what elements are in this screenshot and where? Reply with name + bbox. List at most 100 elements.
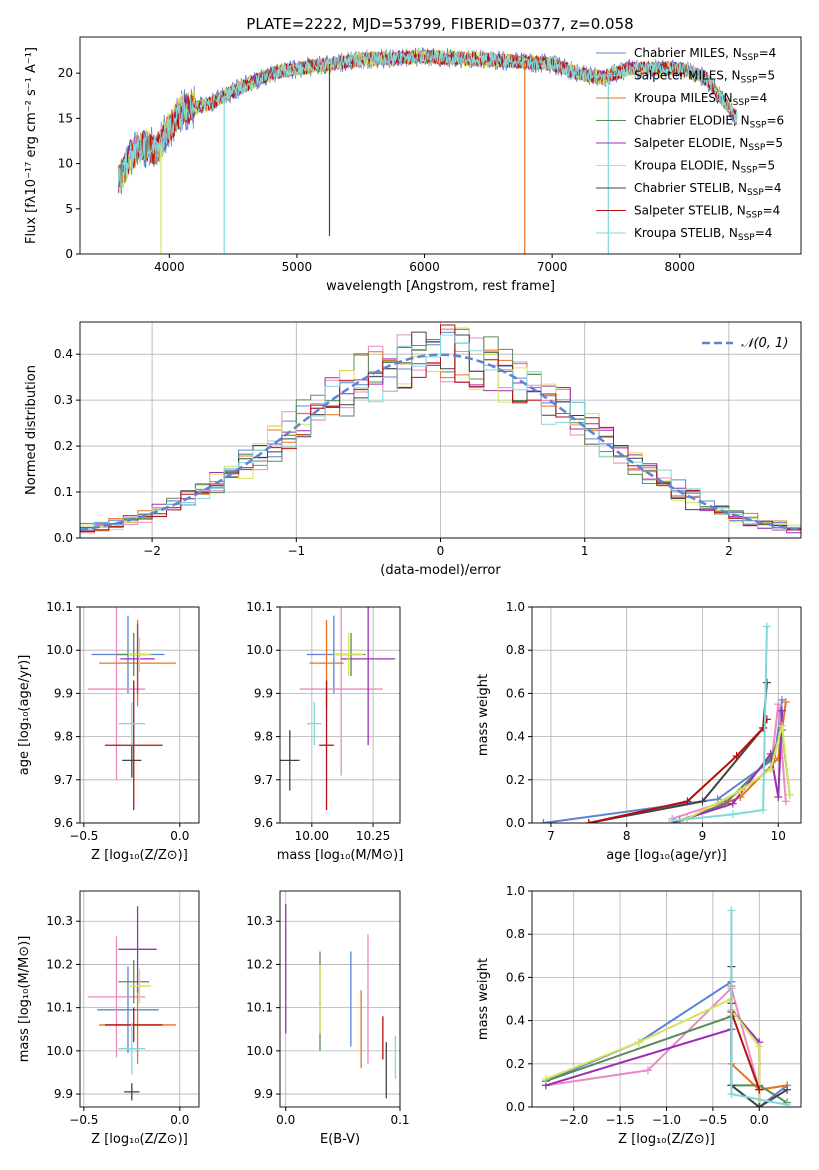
y-tick-label: 0.1 <box>54 485 73 499</box>
y-tick-label: 0.2 <box>506 1057 525 1071</box>
legend-entry: Salpeter MILES, NSSP=5 <box>634 69 775 86</box>
y-tick-label: 0.4 <box>506 730 525 744</box>
legend-count: =5 <box>765 136 783 150</box>
y-tick-label: 15 <box>58 111 73 125</box>
x-tick-label: 10.00 <box>295 829 329 843</box>
x-tick-label: 1 <box>581 544 589 558</box>
x-tick-label: −0.5 <box>698 1113 727 1127</box>
weight-line <box>672 626 768 822</box>
y-tick-label: 9.8 <box>54 730 73 744</box>
x-tick-label: 4000 <box>154 260 185 274</box>
axes-frame <box>79 321 802 539</box>
y-tick-label: 10.3 <box>46 914 73 928</box>
x-axis-label: mass [log₁₀(M/M⊙)] <box>277 848 404 863</box>
y-tick-label: 9.6 <box>254 816 273 830</box>
axes-frame <box>79 36 802 255</box>
x-tick-label: 2 <box>725 544 733 558</box>
x-tick-label: 5000 <box>282 260 313 274</box>
y-axis-label: mass [log₁₀(M/M⊙)] <box>17 936 32 1063</box>
x-axis-label: age [log₁₀(age/yr)] <box>606 848 727 863</box>
legend-subscript: SSP <box>750 121 767 131</box>
y-tick-label: 0.8 <box>506 927 525 941</box>
plot-area <box>280 607 396 811</box>
y-tick-label: 9.9 <box>54 1087 73 1101</box>
x-tick-label: −0.5 <box>69 1113 98 1127</box>
y-tick-label: 0.0 <box>54 531 73 545</box>
panel-residuals: −2 −1 0 1 2 0.0 0.1 0.2 0.3 0.4 (data-model)/error… <box>24 321 802 578</box>
plot-area <box>539 622 794 823</box>
plot-area <box>117 47 738 254</box>
y-tick-label: 9.9 <box>54 686 73 700</box>
y-axis-label: mass weight <box>476 958 491 1040</box>
y-tick-label: 10.3 <box>246 914 273 928</box>
y-tick-label: 9.7 <box>254 773 273 787</box>
y-tick-label: 10.0 <box>46 1044 73 1058</box>
legend-entry: Salpeter STELIB, NSSP=4 <box>634 204 780 221</box>
legend-entry: Kroupa ELODIE, NSSP=5 <box>634 159 775 176</box>
plot-area <box>87 906 176 1101</box>
legend-count: =5 <box>757 69 775 83</box>
legend-entry: Chabrier MILES, NSSP=4 <box>634 46 776 63</box>
x-tick-label: −1.0 <box>652 1113 681 1127</box>
y-tick-label: 10 <box>58 157 73 171</box>
x-axis-label: (data-model)/error <box>380 563 501 578</box>
x-tick-label: −1.5 <box>606 1113 635 1127</box>
y-tick-label: 0.3 <box>54 393 73 407</box>
x-tick-label: 7000 <box>537 260 568 274</box>
y-tick-label: 0.0 <box>506 816 525 830</box>
panel-mass-vs-ebv: 0.0 0.1 9.9 10.0 10.1 10.2 10.3 E(B-V) <box>246 890 410 1147</box>
x-axis-label: Z [log₁₀(Z/Z⊙)] <box>618 1132 715 1147</box>
x-tick-label: −2 <box>143 544 161 558</box>
y-tick-label: 0.4 <box>506 1014 525 1028</box>
x-tick-label: −1 <box>287 544 305 558</box>
plot-area <box>541 906 792 1107</box>
axes-frame <box>279 890 401 1108</box>
y-tick-label: 0.8 <box>506 643 525 657</box>
legend-count: =4 <box>763 204 781 218</box>
y-tick-label: 0.4 <box>54 347 73 361</box>
x-tick-label: 0 <box>437 544 445 558</box>
legend-entry: Salpeter ELODIE, NSSP=5 <box>634 136 783 153</box>
y-tick-label: 9.6 <box>54 816 73 830</box>
panel-weight-vs-Z: −2.0 −1.5 −1.0 −0.5 0.0 0.0 0.2 0.4 0.6 0.8 1.0 Z [… <box>476 884 802 1147</box>
x-tick-label: 8 <box>623 829 631 843</box>
legend-subscript: SSP <box>741 76 758 86</box>
x-axis-label: wavelength [Angstrom, rest frame] <box>326 279 555 294</box>
panel-weight-vs-age: 7 8 9 10 0.0 0.2 0.4 0.6 0.8 1.0 age [log₁₀(age/yr… <box>476 600 802 863</box>
x-tick-label: 10 <box>771 829 786 843</box>
y-tick-label: 0 <box>65 247 73 261</box>
y-tick-label: 10.2 <box>246 957 273 971</box>
spectrum-line <box>117 49 738 194</box>
y-axis-label: Flux [fλ10⁻¹⁷ erg cm⁻² s⁻¹ A⁻¹] <box>24 47 39 244</box>
x-tick-label: 6000 <box>409 260 440 274</box>
legend-count: =4 <box>755 226 773 240</box>
panel-mass-vs-Z: −0.5 0.0 9.9 10.0 10.1 10.2 10.3 Z [log₁₀(Z/Z⊙)… <box>17 890 200 1147</box>
y-axis-label: mass weight <box>476 674 491 756</box>
y-tick-label: 0.2 <box>54 439 73 453</box>
y-tick-label: 10.1 <box>246 600 273 614</box>
y-tick-label: 1.0 <box>506 884 525 898</box>
weight-line <box>588 718 768 823</box>
legend-entry: Chabrier ELODIE, NSSP=6 <box>634 114 784 131</box>
x-tick-label: −0.5 <box>69 829 98 843</box>
x-tick-label: 7 <box>547 829 555 843</box>
y-tick-label: 0.2 <box>506 773 525 787</box>
legend-count: =6 <box>766 114 784 128</box>
y-axis-label: age [log₁₀(age/yr)] <box>17 655 32 776</box>
y-tick-label: 5 <box>65 202 73 216</box>
legend-entry: Kroupa STELIB, NSSP=4 <box>634 226 772 243</box>
axes-frame <box>79 890 200 1108</box>
normal-curve <box>80 353 801 532</box>
y-tick-label: 9.7 <box>54 773 73 787</box>
y-tick-label: 9.9 <box>254 1087 273 1101</box>
y-tick-label: 1.0 <box>506 600 525 614</box>
y-tick-label: 10.0 <box>246 643 273 657</box>
x-tick-label: 8000 <box>664 260 695 274</box>
y-axis-label: Normed distribution <box>24 365 39 495</box>
legend-subscript: SSP <box>746 211 763 221</box>
spectrum-line <box>117 50 738 191</box>
panel-age-vs-mass: 10.00 10.25 9.6 9.7 9.8 9.9 10.0 10.1 mass [log₁… <box>246 600 404 863</box>
legend-count: =4 <box>750 91 768 105</box>
x-tick-label: 0.0 <box>170 829 189 843</box>
